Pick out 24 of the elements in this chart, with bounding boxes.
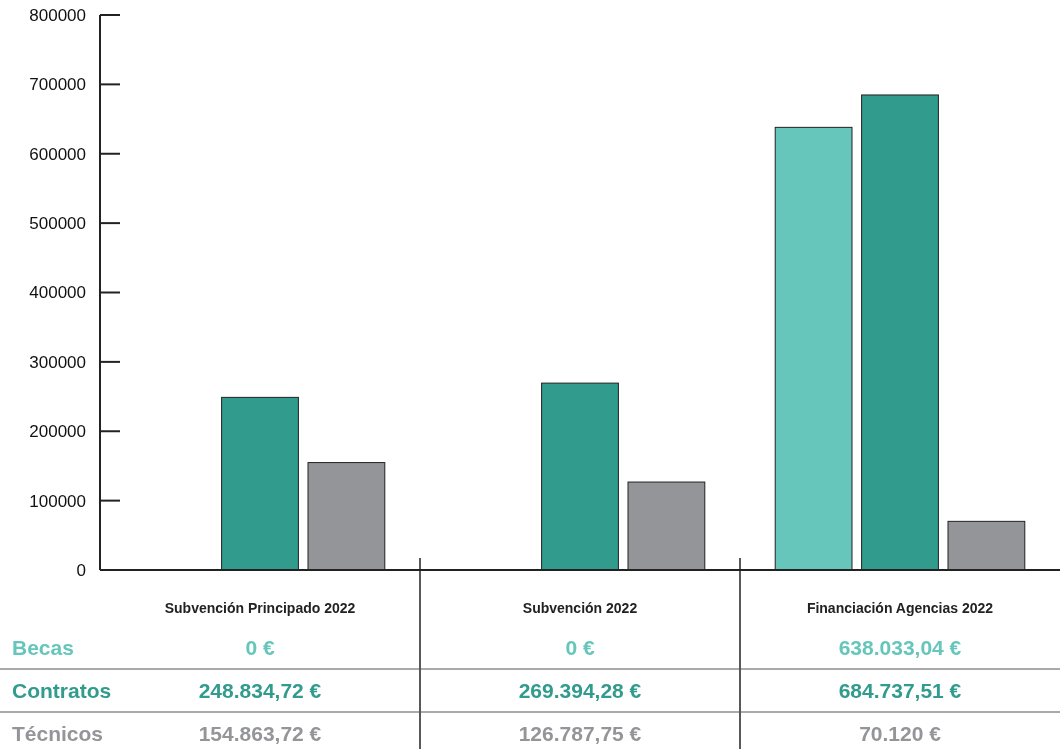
x-tick-label: Subvención 2022	[522, 599, 638, 616]
data-label: 684.737,51 €	[838, 679, 962, 703]
x-tick-label: Financiación Agencias 2022	[806, 599, 994, 616]
data-label: 638.033,04 €	[838, 636, 962, 660]
data-label: 269.394,28 €	[518, 679, 642, 703]
y-tick-label: 800000	[29, 5, 86, 25]
y-tick-label: 700000	[29, 75, 86, 95]
y-tick-label: 300000	[29, 352, 86, 372]
data-label: 70.120 €	[859, 722, 942, 746]
y-tick-label: 600000	[29, 144, 86, 164]
text: Becas	[12, 636, 74, 660]
y-tick-label: 400000	[29, 283, 86, 303]
text: Contratos	[12, 679, 112, 703]
y-tick-label: 0	[76, 560, 86, 580]
text: Técnicos	[12, 722, 104, 746]
y-tick-label: 200000	[29, 422, 86, 442]
y-tick-label: 500000	[29, 214, 86, 234]
x-tick-label: Subvención Principado 2022	[164, 599, 356, 616]
data-label: 0 €	[245, 636, 275, 660]
data-label: 0 €	[565, 636, 595, 660]
y-tick-label: 100000	[29, 491, 86, 511]
data-label: 154.863,72 €	[198, 722, 322, 746]
data-label: 248.834,72 €	[198, 679, 322, 703]
data-label: 126.787,75 €	[518, 722, 642, 746]
